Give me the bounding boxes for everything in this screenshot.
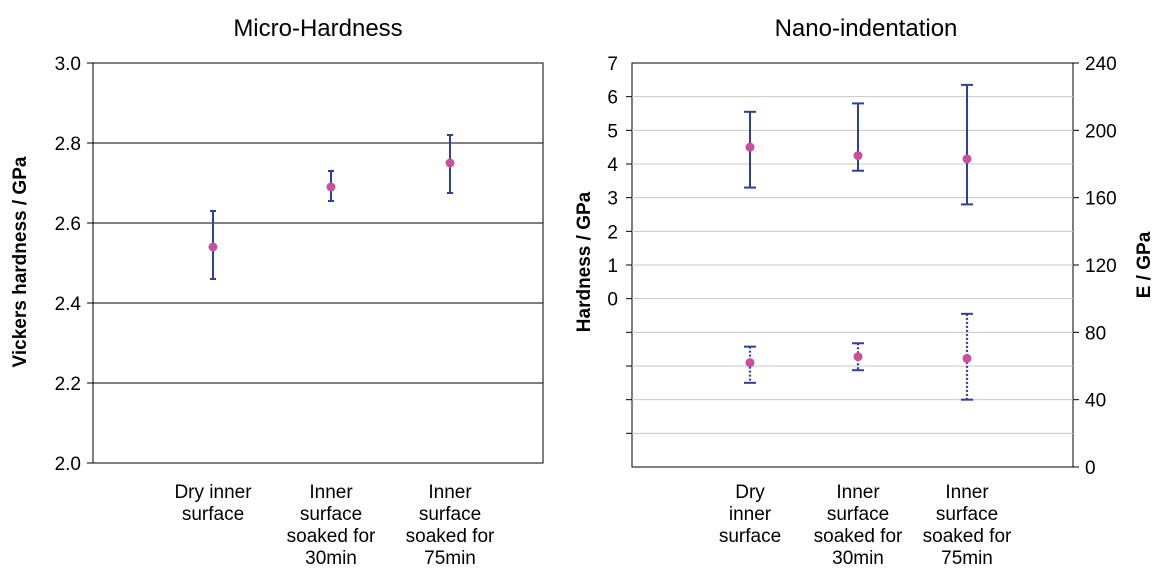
nano-x-tick-labels: Dry inner surface Inner surface soaked for 30m… xyxy=(719,482,1012,569)
nano-modulus-point xyxy=(853,352,863,362)
nano-y-tick-label: 1 xyxy=(607,256,618,277)
nano-y-tick-label: 6 xyxy=(607,88,618,109)
micro-x-tick-label: Inner surface soaked for 30min xyxy=(287,482,376,569)
nano-modulus-point xyxy=(745,358,755,368)
micro-series-point xyxy=(445,158,455,168)
nano-y2-tick-label: 160 xyxy=(1085,189,1117,210)
nano-y2-tick-label: 80 xyxy=(1085,323,1106,344)
nano-y2-tick-label: 40 xyxy=(1085,391,1106,412)
nano-hardness-point xyxy=(853,151,863,161)
micro-y-tick-label: 3.0 xyxy=(55,54,81,75)
nano-x-tick-label: Inner surface soaked for 75min xyxy=(923,482,1012,569)
nano-indentation-chart: Nano-indentation 0 1 2 3 4 5 6 7 0 40 80 120 160 200… xyxy=(574,15,1155,569)
nano-title: Nano-indentation xyxy=(775,15,958,42)
nano-right-y-tick-labels: 0 40 80 120 160 200 240 xyxy=(1085,54,1117,479)
micro-gridlines xyxy=(87,62,543,464)
micro-hardness-chart: Micro-Hardness 2.0 2.2 2.4 2.6 2.8 3.0 Vicker… xyxy=(10,15,544,569)
micro-series-point xyxy=(208,242,218,252)
micro-x-tick-label: Inner surface soaked for 75min xyxy=(406,482,495,569)
micro-plot-area xyxy=(92,62,544,464)
nano-hardness-point xyxy=(745,142,755,152)
nano-x-tick-label: Inner surface soaked for 30min xyxy=(814,482,903,569)
micro-data-marks xyxy=(208,134,455,280)
nano-data-marks xyxy=(744,83,973,401)
micro-series-point xyxy=(326,182,336,192)
nano-x-tick-label: Dry inner surface xyxy=(719,482,781,547)
nano-y-tick-label: 2 xyxy=(607,222,618,243)
micro-y-tick-label: 2.8 xyxy=(55,134,81,155)
nano-y2-tick-label: 0 xyxy=(1085,458,1096,479)
nano-left-y-tick-labels: 0 1 2 3 4 5 6 7 xyxy=(607,54,618,311)
micro-x-tick-labels: Dry inner surface Inner surface soaked for 30… xyxy=(174,482,495,569)
nano-hardness-point xyxy=(962,154,972,164)
nano-y-tick-label: 7 xyxy=(607,54,618,75)
micro-x-tick-label: Dry inner surface xyxy=(174,482,252,525)
nano-y-tick-label: 0 xyxy=(607,290,618,311)
nano-y-tick-label: 3 xyxy=(607,189,618,210)
nano-y2-axis-label: E / GPa xyxy=(1134,231,1155,298)
nano-modulus-point xyxy=(962,353,972,363)
micro-y-tick-label: 2.6 xyxy=(55,214,81,235)
micro-y-tick-label: 2.0 xyxy=(55,454,81,475)
nano-y2-tick-label: 120 xyxy=(1085,256,1117,277)
micro-y-axis-label: Vickers hardness / GPa xyxy=(10,156,31,367)
nano-y2-tick-label: 240 xyxy=(1085,54,1117,75)
micro-title: Micro-Hardness xyxy=(233,15,402,42)
micro-y-tick-label: 2.2 xyxy=(55,374,81,395)
nano-y-tick-label: 4 xyxy=(607,155,618,176)
nano-y-tick-label: 5 xyxy=(607,121,618,142)
nano-y-axis-label: Hardness / GPa xyxy=(574,191,595,332)
nano-y2-tick-label: 200 xyxy=(1085,121,1117,142)
micro-y-tick-label: 2.4 xyxy=(55,294,82,315)
nano-gridlines xyxy=(626,62,1079,468)
micro-y-tick-labels: 2.0 2.2 2.4 2.6 2.8 3.0 xyxy=(55,54,82,475)
